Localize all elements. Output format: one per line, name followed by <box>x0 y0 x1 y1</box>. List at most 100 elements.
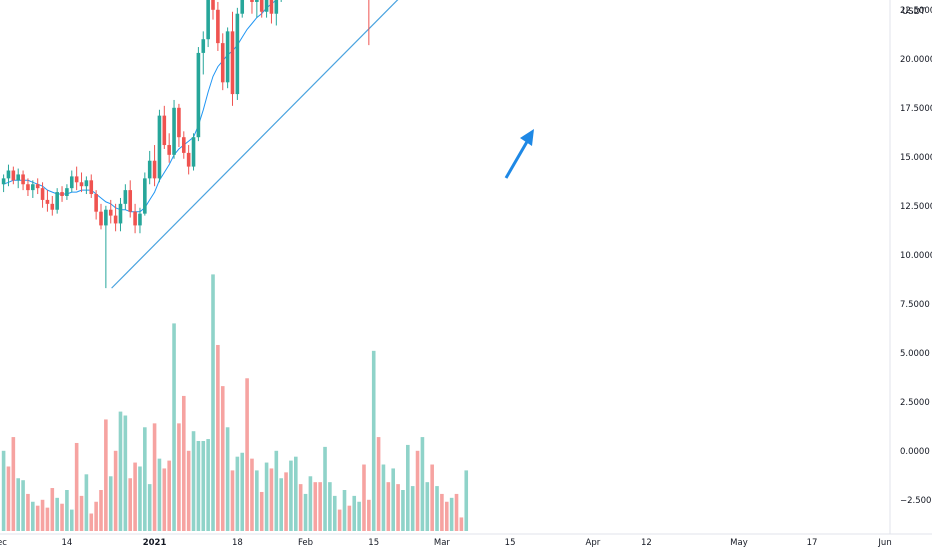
volume-bar <box>444 501 449 531</box>
candle-body <box>157 115 162 179</box>
volume-bar <box>55 497 59 531</box>
candle-body <box>104 209 108 226</box>
candle <box>45 190 50 212</box>
volume-bar <box>328 482 332 531</box>
candle <box>89 174 94 198</box>
candle-body <box>21 174 25 185</box>
volume-bar <box>152 423 157 531</box>
volume-bar <box>308 476 313 531</box>
volume-bar <box>347 505 352 531</box>
candle-body <box>211 0 215 10</box>
volume-bar <box>449 497 454 531</box>
volume-bar <box>1 450 6 531</box>
candle <box>201 31 206 75</box>
price-axis[interactable]: −2.5000 0.0000 2.5000 5.0000 7.5000 10.0000 12… <box>900 6 932 506</box>
volume-bar <box>16 478 21 531</box>
breakout-arrow-icon <box>504 129 534 179</box>
candle-body <box>138 213 142 226</box>
candle-body <box>11 170 16 181</box>
price-tick-label: −2.5000 <box>900 496 932 506</box>
price-tick-label: 10.0000 <box>900 251 932 261</box>
candle-body <box>172 107 176 155</box>
candle-body <box>167 145 171 155</box>
time-tick-label: Feb <box>298 538 313 548</box>
volume-bar <box>435 486 439 531</box>
candle <box>35 178 40 195</box>
candle <box>211 0 215 20</box>
volume-bar <box>167 460 171 531</box>
candle <box>79 172 84 193</box>
volume-bar <box>410 486 415 531</box>
volume-bar <box>60 503 64 531</box>
volume-bar <box>206 439 210 531</box>
candle-body <box>274 0 279 14</box>
candle <box>65 184 69 200</box>
price-tick-label: 0.0000 <box>900 447 930 457</box>
support-trend-line <box>111 0 399 289</box>
volume-bar <box>6 466 11 531</box>
candle-body <box>50 203 55 210</box>
candle-body <box>177 107 181 138</box>
time-tick-label: Dec <box>0 538 7 548</box>
candle <box>230 11 235 106</box>
candle <box>26 178 30 196</box>
candle <box>84 176 89 195</box>
volume-bar <box>99 490 103 531</box>
volume-bar <box>35 505 40 531</box>
candle-body <box>225 31 230 83</box>
volume-bar <box>289 460 293 531</box>
volume-bar <box>157 458 162 531</box>
candle-body <box>259 0 264 12</box>
volume-bar <box>230 470 235 531</box>
candle-body <box>240 0 245 14</box>
candle <box>264 0 269 18</box>
candle-body <box>65 188 69 196</box>
candle <box>143 172 147 216</box>
candle <box>172 99 176 159</box>
volume-bar <box>113 450 118 531</box>
volume-bar <box>128 478 133 531</box>
candle <box>21 170 25 191</box>
time-tick-label: Jun <box>877 538 891 548</box>
candle <box>167 133 171 163</box>
candle <box>108 199 113 224</box>
candle-body <box>1 178 6 185</box>
volume-bar <box>367 499 371 531</box>
volume-bar <box>201 441 206 531</box>
time-tick-label: 15 <box>505 538 516 548</box>
volume-bar <box>318 482 322 531</box>
candle <box>128 180 133 218</box>
volume-bar <box>216 344 220 531</box>
price-tick-label: 15.0000 <box>900 153 932 163</box>
candle <box>104 205 108 289</box>
time-axis[interactable]: Dec 14 2021 18 Feb 15 Mar 15 Apr 12 May 17 Jun <box>0 538 892 548</box>
candle <box>368 0 370 46</box>
time-tick-label: Apr <box>586 538 601 548</box>
volume-bar <box>211 274 215 531</box>
time-tick-label: 18 <box>232 538 243 548</box>
volume-bar <box>65 490 69 531</box>
candle-body <box>235 13 240 95</box>
volume-bar <box>245 378 249 531</box>
candlesticks <box>1 0 370 289</box>
volume-bar <box>79 495 84 531</box>
candle-body <box>216 9 220 44</box>
candle-body <box>79 182 84 187</box>
volume-bar <box>138 466 142 531</box>
candle <box>216 1 220 51</box>
volume-bar <box>279 478 283 531</box>
volume-bar <box>40 499 45 531</box>
volume-bar <box>50 488 55 531</box>
volume-bar <box>259 491 264 531</box>
candle-body <box>269 0 274 14</box>
candle-body <box>99 211 103 226</box>
price-tick-label: 7.5000 <box>900 300 930 310</box>
candle-body <box>113 215 118 224</box>
volume-bar <box>74 442 79 531</box>
time-tick-label: 15 <box>368 538 379 548</box>
candle <box>138 207 142 234</box>
candle-body <box>40 188 45 200</box>
volume-bar <box>401 490 405 531</box>
candle-body <box>152 160 157 179</box>
